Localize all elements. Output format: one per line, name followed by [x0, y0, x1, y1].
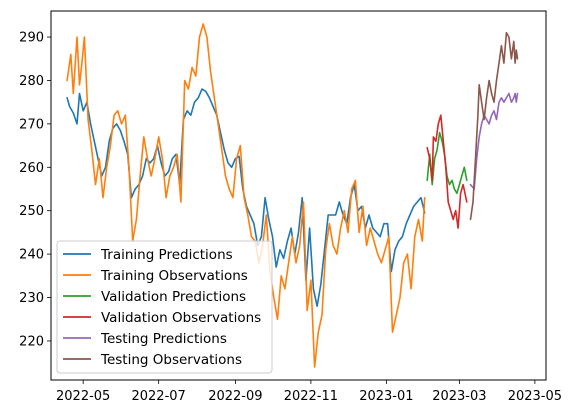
y-tick-label: 240: [19, 248, 44, 263]
series-line-6: [469, 31, 519, 221]
x-tick-label: 2022-05: [56, 389, 110, 404]
y-tick-label: 220: [19, 334, 44, 349]
y-tick-label: 280: [19, 74, 44, 89]
series-layer: [66, 23, 519, 368]
y-tick-label: 270: [19, 117, 44, 132]
legend-label: Training Predictions: [100, 247, 233, 263]
legend: Training Predictions Training Observation…: [56, 240, 273, 374]
x-tick-label: 2023-03: [432, 389, 486, 404]
x-tick-label: 2022-07: [131, 389, 185, 404]
x-axis: 2022-05 2022-07 2022-09 2022-11 2023-01 2023-…: [56, 380, 562, 404]
series-line-4: [426, 114, 468, 229]
legend-label: Testing Predictions: [100, 331, 227, 347]
series-line-2: [66, 23, 426, 368]
legend-label: Training Observations: [100, 268, 248, 284]
legend-box: [56, 240, 273, 374]
x-tick-label: 2023-05: [508, 389, 562, 404]
y-tick-label: 230: [19, 291, 44, 306]
legend-label: Testing Observations: [100, 352, 242, 368]
y-tick-label: 290: [19, 31, 44, 46]
legend-label: Validation Predictions: [101, 289, 246, 305]
plot-frame: [50, 10, 547, 381]
x-tick-label: 2023-01: [359, 389, 413, 404]
y-axis: 220 230 240 250 260 270 280 290: [19, 31, 51, 349]
series-line-5: [469, 92, 519, 190]
legend-label: Validation Observations: [101, 310, 261, 326]
x-tick-label: 2022-11: [284, 389, 338, 404]
y-tick-label: 250: [19, 204, 44, 219]
x-tick-label: 2022-09: [208, 389, 262, 404]
y-tick-label: 260: [19, 161, 44, 176]
